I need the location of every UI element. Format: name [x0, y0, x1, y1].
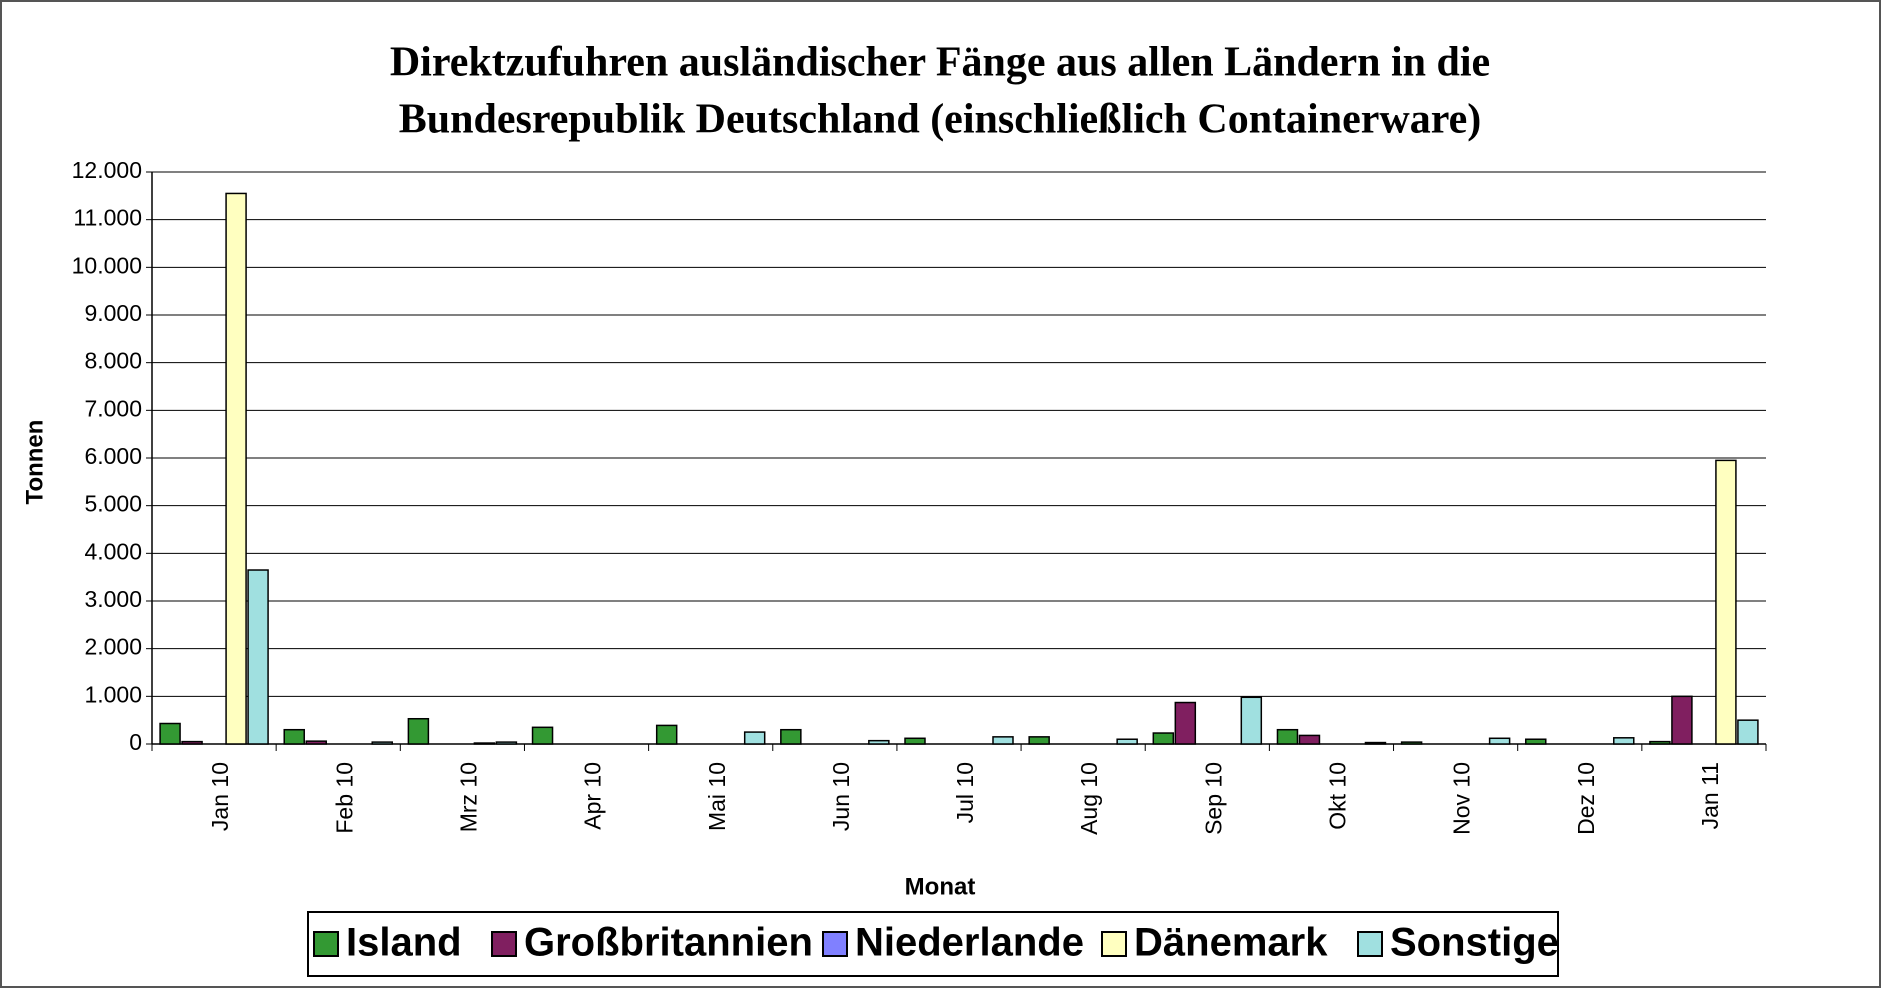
bar	[371, 741, 393, 745]
bar	[531, 726, 554, 745]
y-tick-label: 8.000	[84, 348, 142, 374]
x-tick-label: Aug 10	[1076, 762, 1102, 835]
x-tick-label: Jun 10	[828, 762, 854, 831]
bar	[1298, 734, 1321, 745]
y-tick-label: 11.000	[73, 205, 142, 231]
bar	[225, 192, 247, 745]
bar	[1174, 701, 1197, 745]
y-tick-label: 3.000	[84, 586, 142, 612]
bar	[655, 724, 678, 745]
bar	[868, 739, 890, 745]
bar	[473, 742, 496, 745]
bar	[1028, 736, 1050, 745]
bar	[1525, 738, 1547, 745]
bar	[305, 740, 327, 745]
bar	[1152, 732, 1175, 745]
x-tick-label: Mai 10	[704, 762, 730, 831]
legend-swatch	[491, 931, 517, 957]
x-tick-label: Dez 10	[1573, 762, 1599, 835]
bar	[283, 728, 305, 745]
bar	[1276, 728, 1299, 745]
bar	[743, 731, 766, 745]
legend-label: Niederlande	[855, 921, 1084, 965]
bar	[407, 717, 430, 745]
x-tick-label: Apr 10	[580, 762, 606, 830]
y-tick-label: 6.000	[84, 443, 142, 469]
bar	[1671, 695, 1693, 745]
bar	[1715, 459, 1737, 745]
bar	[495, 741, 518, 745]
bar	[1400, 741, 1423, 745]
y-tick-label: 2.000	[84, 634, 142, 660]
bar	[1613, 737, 1635, 745]
legend-swatch	[822, 931, 848, 957]
x-tick-label: Mrz 10	[455, 762, 481, 832]
chart-title: Direktzufuhren ausländischer Fänge aus a…	[390, 40, 1490, 86]
chart-subtitle: Bundesrepublik Deutschland (einschließli…	[399, 97, 1481, 143]
bar	[904, 737, 926, 745]
x-tick-label: Feb 10	[331, 762, 357, 834]
y-tick-label: 1.000	[84, 681, 142, 707]
legend-label: Island	[346, 921, 462, 965]
y-tick-label: 4.000	[84, 538, 142, 564]
bar	[181, 740, 203, 745]
bar	[1737, 719, 1759, 745]
legend-label: Dänemark	[1134, 921, 1328, 965]
y-tick-label: 5.000	[84, 491, 142, 517]
bar	[247, 569, 269, 745]
x-tick-label: Jan 11	[1697, 762, 1723, 829]
x-tick-label: Jul 10	[952, 762, 978, 823]
y-tick-label: 12.000	[72, 157, 142, 183]
bar	[1364, 741, 1387, 745]
bar	[1116, 738, 1138, 745]
y-tick-label: 7.000	[84, 395, 142, 421]
x-tick-label: Sep 10	[1200, 762, 1226, 835]
legend-label: Sonstige	[1390, 921, 1559, 965]
y-axis-title: Tonnen	[21, 420, 48, 505]
x-tick-label: Nov 10	[1449, 762, 1475, 835]
x-tick-label: Jan 10	[207, 762, 233, 831]
x-axis-title: Monat	[905, 873, 976, 900]
bar	[1240, 696, 1263, 745]
y-tick-label: 0	[129, 729, 142, 755]
legend-label: Großbritannien	[524, 921, 813, 965]
y-tick-label: 10.000	[72, 252, 142, 278]
y-tick-label: 9.000	[84, 300, 142, 326]
bar	[1488, 737, 1511, 745]
x-tick-label: Okt 10	[1325, 762, 1351, 830]
legend-swatch	[1101, 931, 1127, 957]
bar	[780, 728, 802, 745]
legend-swatch	[313, 931, 339, 957]
bar	[992, 736, 1014, 745]
legend-swatch	[1357, 931, 1383, 957]
bar	[159, 722, 181, 745]
bar	[1649, 740, 1671, 745]
